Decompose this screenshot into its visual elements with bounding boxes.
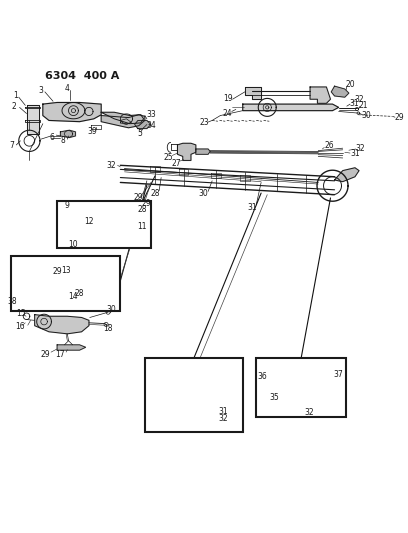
Bar bbox=[57, 201, 151, 248]
Text: 31: 31 bbox=[350, 149, 360, 158]
Text: 1: 1 bbox=[13, 91, 18, 100]
Text: 6: 6 bbox=[50, 133, 55, 142]
Text: 5: 5 bbox=[137, 129, 142, 138]
Polygon shape bbox=[310, 87, 330, 103]
Text: 28: 28 bbox=[150, 189, 160, 198]
Text: 10: 10 bbox=[69, 240, 78, 249]
Text: 29: 29 bbox=[41, 350, 51, 359]
Bar bbox=[11, 256, 120, 311]
Polygon shape bbox=[101, 115, 145, 128]
Text: 29: 29 bbox=[52, 267, 62, 276]
Text: 7: 7 bbox=[9, 141, 14, 150]
Text: 4: 4 bbox=[65, 84, 70, 93]
Text: 32: 32 bbox=[304, 408, 314, 417]
Polygon shape bbox=[116, 217, 126, 221]
Polygon shape bbox=[264, 379, 286, 394]
Polygon shape bbox=[43, 102, 101, 122]
Text: 29: 29 bbox=[134, 193, 144, 203]
Text: 26: 26 bbox=[325, 141, 335, 150]
Text: 23: 23 bbox=[199, 118, 209, 127]
Text: 38: 38 bbox=[7, 297, 17, 306]
Polygon shape bbox=[335, 168, 359, 182]
Text: 27: 27 bbox=[171, 159, 181, 168]
Text: 24: 24 bbox=[223, 109, 233, 118]
Text: 28: 28 bbox=[137, 205, 147, 214]
Polygon shape bbox=[101, 112, 144, 124]
Text: 31: 31 bbox=[247, 203, 257, 212]
Text: 30: 30 bbox=[361, 111, 371, 120]
Text: 14: 14 bbox=[69, 292, 78, 301]
Polygon shape bbox=[64, 211, 86, 231]
Text: 30: 30 bbox=[198, 189, 208, 198]
Polygon shape bbox=[57, 345, 86, 350]
Polygon shape bbox=[243, 104, 339, 111]
Bar bbox=[145, 358, 243, 432]
Text: 39: 39 bbox=[87, 126, 97, 135]
Text: 28: 28 bbox=[75, 288, 84, 297]
Polygon shape bbox=[135, 120, 151, 128]
Text: 25: 25 bbox=[163, 152, 173, 161]
Polygon shape bbox=[331, 86, 349, 97]
Text: 20: 20 bbox=[345, 80, 355, 89]
Text: 37: 37 bbox=[334, 370, 344, 379]
Polygon shape bbox=[27, 106, 39, 134]
Text: 32: 32 bbox=[356, 144, 366, 154]
Text: 17: 17 bbox=[55, 350, 65, 359]
Text: 30: 30 bbox=[106, 305, 116, 314]
Text: 16: 16 bbox=[15, 321, 24, 330]
Polygon shape bbox=[60, 130, 75, 138]
Text: 2: 2 bbox=[12, 102, 17, 111]
Text: 35: 35 bbox=[269, 393, 279, 402]
Text: 18: 18 bbox=[103, 324, 113, 333]
Bar bbox=[256, 358, 346, 417]
Text: 31: 31 bbox=[349, 99, 359, 108]
Text: 32: 32 bbox=[219, 414, 228, 423]
Polygon shape bbox=[245, 87, 261, 99]
Text: 15: 15 bbox=[16, 309, 26, 318]
Text: 21: 21 bbox=[358, 101, 368, 110]
Text: 29: 29 bbox=[141, 199, 151, 208]
Polygon shape bbox=[177, 143, 196, 160]
Text: 13: 13 bbox=[61, 266, 71, 275]
Text: 31: 31 bbox=[219, 407, 228, 416]
Text: 36: 36 bbox=[257, 372, 267, 381]
Polygon shape bbox=[67, 278, 93, 288]
Text: 9: 9 bbox=[65, 201, 70, 210]
Text: 6304  400 A: 6304 400 A bbox=[45, 71, 119, 82]
Text: 11: 11 bbox=[137, 222, 147, 231]
Text: 33: 33 bbox=[147, 110, 157, 119]
Text: 8: 8 bbox=[61, 136, 66, 146]
Text: 29: 29 bbox=[394, 113, 404, 122]
Polygon shape bbox=[196, 149, 210, 154]
Text: 12: 12 bbox=[84, 217, 94, 226]
Text: 34: 34 bbox=[146, 121, 156, 130]
Text: 32: 32 bbox=[106, 161, 116, 170]
Text: 19: 19 bbox=[223, 94, 233, 103]
Text: 32: 32 bbox=[354, 95, 364, 104]
Text: 3: 3 bbox=[38, 86, 43, 95]
Polygon shape bbox=[35, 314, 89, 334]
